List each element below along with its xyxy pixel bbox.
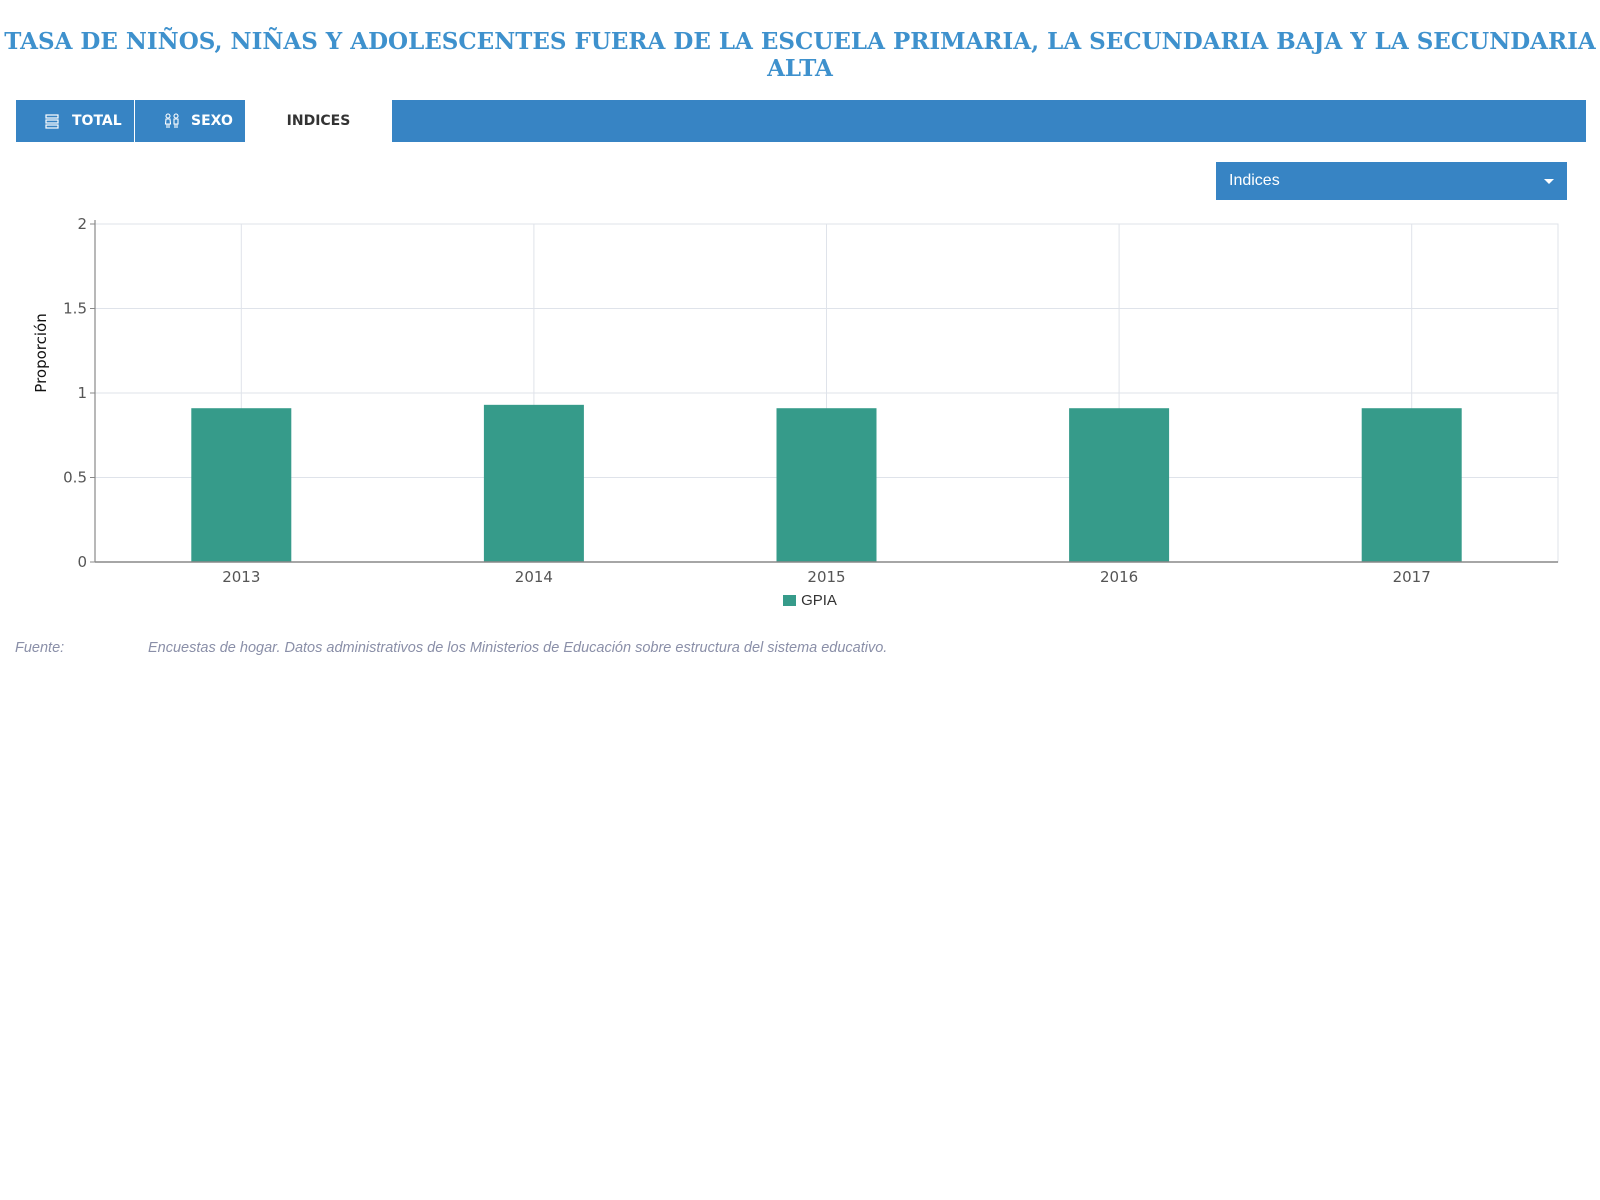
tab-bar-filler <box>392 100 1586 142</box>
bar-2017 <box>1361 408 1462 562</box>
x-tick-label: 2014 <box>515 568 553 586</box>
x-tick-label: 2016 <box>1100 568 1138 586</box>
y-tick-label: 1 <box>77 384 87 402</box>
x-tick-label: 2015 <box>807 568 845 586</box>
legend-label: GPIA <box>801 592 837 609</box>
indices-dropdown[interactable]: Indices <box>1216 162 1567 200</box>
dropdown-selected-value: Indices <box>1229 172 1280 189</box>
tab-sexo-label: SEXO <box>191 113 233 129</box>
y-tick-label: 0.5 <box>63 469 87 487</box>
y-tick-label: 0 <box>77 553 87 571</box>
bar-chart: 0 0.5 1 1.5 2 2013 2014 2015 2016 2017 Proporción <box>32 215 1559 586</box>
page-title: TASA DE NIÑOS, NIÑAS Y ADOLESCENTES FUER… <box>4 28 1596 82</box>
tab-total-label: TOTAL <box>72 113 122 129</box>
y-tick-label: 2 <box>77 215 87 233</box>
bar-2013 <box>191 408 292 562</box>
legend-item-gpia[interactable]: GPIA <box>783 592 837 609</box>
x-tick-label: 2017 <box>1393 568 1431 586</box>
caret-down-icon <box>1544 179 1554 184</box>
tab-indices-label: INDICES <box>286 113 351 129</box>
source-text: Encuestas de hogar. Datos administrativo… <box>148 640 888 656</box>
y-axis-label: Proporción <box>32 313 50 392</box>
tab-bar: TOTAL SEXO INDICES <box>16 100 1586 142</box>
stack-icon <box>44 113 60 129</box>
legend-swatch <box>783 595 797 606</box>
x-tick-label: 2013 <box>222 568 260 586</box>
bar-2015 <box>776 408 877 562</box>
chart-legend: GPIA <box>0 592 1600 609</box>
source-label: Fuente: <box>15 640 65 656</box>
tab-sexo[interactable]: SEXO <box>135 100 245 142</box>
gender-icon <box>163 113 179 129</box>
y-tick-label: 1.5 <box>63 300 87 318</box>
bar-2014 <box>483 404 584 562</box>
tab-total[interactable]: TOTAL <box>16 100 134 142</box>
source-note: Fuente: Encuestas de hogar. Datos admini… <box>15 640 887 656</box>
bar-2016 <box>1069 408 1170 562</box>
tab-indices[interactable]: INDICES <box>245 100 392 142</box>
